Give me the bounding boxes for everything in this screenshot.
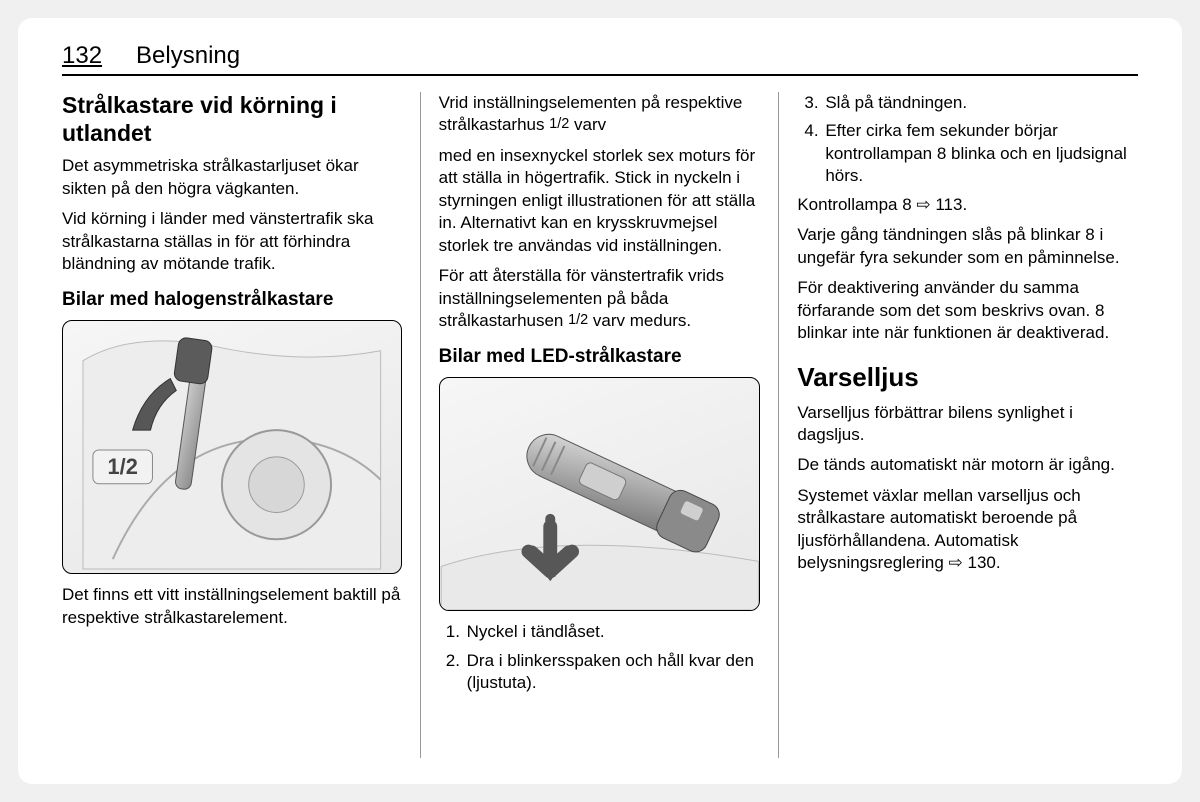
fraction: 1/2 xyxy=(568,312,588,328)
body-text: Kontrollampa 8 ⇨ 113. xyxy=(797,194,1138,216)
subheading: Bilar med LED-strålkastare xyxy=(439,344,761,369)
body-text: Vid körning i länder med vänstertrafik s… xyxy=(62,208,402,275)
body-text: Vrid inställningselementen på respektive… xyxy=(439,92,761,137)
section-heading: Strålkastare vid körning i utlandet xyxy=(62,92,402,147)
body-text: med en insexnyckel storlek sex moturs fö… xyxy=(439,145,761,257)
page-number: 132 xyxy=(62,42,102,70)
body-text: För att återställa för vänstertrafik vri… xyxy=(439,265,761,332)
list-item: Dra i blinkersspaken och håll kvar den (… xyxy=(465,650,761,695)
halogen-illustration: 1/2 xyxy=(63,321,401,573)
body-text: Varselljus förbättrar bilens synlighet i… xyxy=(797,402,1138,447)
page: 132 Belysning Strålkastare vid körning i… xyxy=(18,18,1182,784)
numbered-list: Nyckel i tändlåset. Dra i blinkersspaken… xyxy=(439,621,761,694)
chapter-title: Belysning xyxy=(136,42,240,70)
list-item: Slå på tändningen. xyxy=(823,92,1138,114)
figure-led xyxy=(439,377,761,611)
subheading: Bilar med halogenstrålkastare xyxy=(62,287,402,312)
body-text: De tänds automatiskt när motorn är igång… xyxy=(797,454,1138,476)
section-heading: Varselljus xyxy=(797,362,1138,393)
led-illustration xyxy=(440,378,760,610)
list-item: Nyckel i tändlåset. xyxy=(465,621,761,643)
body-text: Systemet växlar mellan varselljus och st… xyxy=(797,485,1138,575)
column-2: Vrid inställningselementen på respektive… xyxy=(421,92,780,758)
figure-halogen: 1/2 xyxy=(62,320,402,574)
body-text: Det asymmetriska strålkastarljuset ökar … xyxy=(62,155,402,200)
list-item: Efter cirka fem sekunder börjar kontroll… xyxy=(823,120,1138,187)
text-run: varv medurs. xyxy=(588,311,691,330)
body-text: Det finns ett vitt inställningselement b… xyxy=(62,584,402,629)
fraction: 1/2 xyxy=(549,116,569,132)
column-1: Strålkastare vid körning i utlandet Det … xyxy=(62,92,421,758)
body-text: Varje gång tändningen slås på blinkar 8 … xyxy=(797,224,1138,269)
column-3: Slå på tändningen. Efter cirka fem sekun… xyxy=(779,92,1138,758)
text-run: varv xyxy=(569,115,606,134)
content-columns: Strålkastare vid körning i utlandet Det … xyxy=(62,92,1138,758)
figure-label: 1/2 xyxy=(108,454,138,479)
numbered-list-continued: Slå på tändningen. Efter cirka fem sekun… xyxy=(797,92,1138,188)
body-text: För deaktivering använder du samma förfa… xyxy=(797,277,1138,344)
page-header: 132 Belysning xyxy=(62,42,1138,76)
